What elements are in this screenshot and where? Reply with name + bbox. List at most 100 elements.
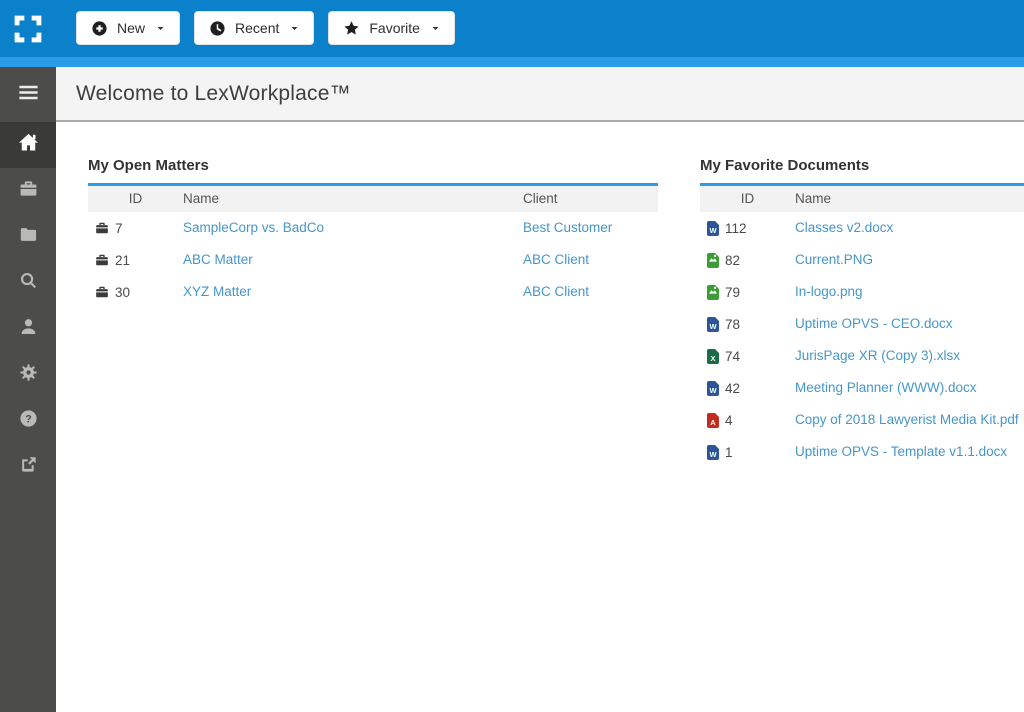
pdf-file-icon: A <box>707 412 719 428</box>
word-file-icon: W <box>707 380 719 396</box>
favorite-button[interactable]: Favorite <box>328 11 455 45</box>
user-icon <box>19 317 38 341</box>
gear-icon <box>19 363 38 387</box>
table-row: 21 ABC Matter ABC Client <box>88 244 658 276</box>
document-link[interactable]: Classes v2.docx <box>795 220 894 236</box>
column-header: Name <box>183 184 523 212</box>
caret-down-icon <box>429 24 440 33</box>
row-id: 78 <box>725 316 741 332</box>
matter-link[interactable]: XYZ Matter <box>183 284 252 300</box>
favorite-documents-table: ID Name W 112 Classes v2.docx 82 Current.PNG 7… <box>700 183 1024 468</box>
table-row: A 4 Copy of 2018 Lawyerist Media Kit.pdf <box>700 404 1024 436</box>
plus-circle-icon <box>91 20 108 37</box>
top-navbar: New Recent Favorite <box>0 0 1024 57</box>
document-link[interactable]: In-logo.png <box>795 284 863 300</box>
table-row: X 74 JurisPage XR (Copy 3).xlsx <box>700 340 1024 372</box>
client-link[interactable]: ABC Client <box>523 284 590 300</box>
sidebar-item-clients[interactable] <box>0 306 56 352</box>
table-header-row: ID Name <box>700 184 1024 212</box>
caret-down-icon <box>154 24 165 33</box>
button-label: New <box>117 20 146 36</box>
open-matters-panel: My Open Matters ID Name Client 7 SampleCorp… <box>88 157 658 308</box>
row-id: 82 <box>725 252 741 268</box>
table-row: 82 Current.PNG <box>700 244 1024 276</box>
svg-text:?: ? <box>25 413 32 425</box>
table-row: W 112 Classes v2.docx <box>700 212 1024 244</box>
document-link[interactable]: Uptime OPVS - Template v1.1.docx <box>795 444 1008 460</box>
open-matters-table: ID Name Client 7 SampleCorp vs. BadCo Best C… <box>88 183 658 308</box>
matter-link[interactable]: SampleCorp vs. BadCo <box>183 220 325 236</box>
briefcase-icon <box>95 253 109 267</box>
sidebar-item-search[interactable] <box>0 260 56 306</box>
hamburger-icon <box>17 81 40 109</box>
sidebar-item-settings[interactable] <box>0 352 56 398</box>
table-row: 79 In-logo.png <box>700 276 1024 308</box>
row-id: 21 <box>115 252 131 268</box>
word-file-icon: W <box>707 444 719 460</box>
sidebar-nav: ? <box>0 67 56 712</box>
word-file-icon: W <box>707 220 719 236</box>
table-row: 30 XYZ Matter ABC Client <box>88 276 658 308</box>
row-id: 4 <box>725 412 733 428</box>
image-file-icon <box>707 284 719 300</box>
row-id: 74 <box>725 348 741 364</box>
briefcase-icon <box>95 285 109 299</box>
table-row: W 42 Meeting Planner (WWW).docx <box>700 372 1024 404</box>
image-file-icon <box>707 252 719 268</box>
table-header-row: ID Name Client <box>88 184 658 212</box>
sidebar-item-home[interactable] <box>0 122 56 168</box>
app-logo[interactable] <box>0 0 56 57</box>
document-link[interactable]: Copy of 2018 Lawyerist Media Kit.pdf <box>795 412 1019 428</box>
page-title: Welcome to LexWorkplace™ <box>76 81 351 105</box>
sidebar-item-help[interactable]: ? <box>0 398 56 444</box>
word-file-icon: W <box>707 316 719 332</box>
client-link[interactable]: ABC Client <box>523 252 590 268</box>
panel-title: My Favorite Documents <box>700 157 870 174</box>
caret-down-icon <box>288 24 299 33</box>
button-label: Recent <box>235 20 280 36</box>
document-link[interactable]: Uptime OPVS - CEO.docx <box>795 316 953 332</box>
lexworkplace-logo-icon <box>14 15 42 42</box>
panel-title: My Open Matters <box>88 157 209 174</box>
table-row: W 1 Uptime OPVS - Template v1.1.docx <box>700 436 1024 468</box>
client-link[interactable]: Best Customer <box>523 220 613 236</box>
search-icon <box>19 271 38 295</box>
document-link[interactable]: Meeting Planner (WWW).docx <box>795 380 977 396</box>
accent-strip <box>0 57 1024 67</box>
row-id: 79 <box>725 284 741 300</box>
sidebar-item-matters[interactable] <box>0 168 56 214</box>
row-id: 112 <box>725 220 747 236</box>
favorite-documents-panel: My Favorite Documents ID Name W 112 Classes… <box>700 157 1024 468</box>
column-header: Client <box>523 184 658 212</box>
row-id: 1 <box>725 444 733 460</box>
row-id: 30 <box>115 284 131 300</box>
sidebar-item-external[interactable] <box>0 444 56 490</box>
document-link[interactable]: Current.PNG <box>795 252 874 268</box>
briefcase-icon <box>19 179 38 203</box>
document-link[interactable]: JurisPage XR (Copy 3).xlsx <box>795 348 961 364</box>
row-id: 42 <box>725 380 741 396</box>
row-id: 7 <box>115 220 123 236</box>
excel-file-icon: X <box>707 348 719 364</box>
column-header: ID <box>88 184 183 212</box>
briefcase-icon <box>95 221 109 235</box>
sidebar-toggle-button[interactable] <box>0 67 56 122</box>
main-content: My Open Matters ID Name Client 7 SampleCorp… <box>56 124 1024 712</box>
external-link-icon <box>19 455 38 479</box>
table-row: W 78 Uptime OPVS - CEO.docx <box>700 308 1024 340</box>
column-header: ID <box>700 184 795 212</box>
page-header: Welcome to LexWorkplace™ <box>56 67 1024 122</box>
table-row: 7 SampleCorp vs. BadCo Best Customer <box>88 212 658 244</box>
clock-icon <box>209 20 226 37</box>
sidebar-item-documents[interactable] <box>0 214 56 260</box>
column-header: Name <box>795 184 1024 212</box>
new-button[interactable]: New <box>76 11 181 45</box>
home-icon <box>18 132 39 158</box>
recent-button[interactable]: Recent <box>194 11 315 45</box>
question-circle-icon: ? <box>19 409 38 433</box>
folder-icon <box>19 225 38 249</box>
button-label: Favorite <box>369 20 420 36</box>
topbar-button-group: New Recent Favorite <box>76 11 455 45</box>
matter-link[interactable]: ABC Matter <box>183 252 253 268</box>
star-icon <box>343 20 360 37</box>
